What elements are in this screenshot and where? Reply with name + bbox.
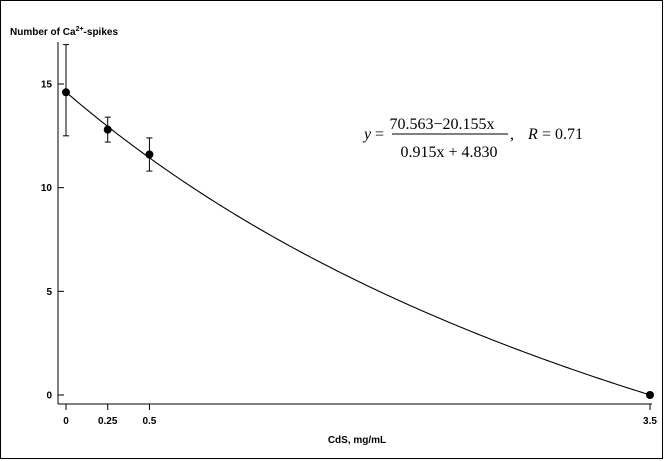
equation-r-label: R bbox=[527, 126, 538, 143]
x-tick-label: 0.5 bbox=[142, 416, 156, 427]
y-axis-label: Number of Ca2+-spikes bbox=[10, 26, 118, 38]
equation-comma: , bbox=[510, 126, 514, 143]
x-tick-label: 0.25 bbox=[98, 416, 118, 427]
data-point bbox=[646, 391, 654, 399]
data-point bbox=[103, 125, 112, 134]
fit-curve bbox=[65, 91, 651, 396]
equation-numerator: 70.563−20.155x bbox=[389, 116, 494, 133]
x-axis-label: CdS, mg/mL bbox=[328, 435, 386, 446]
data-point bbox=[145, 150, 154, 159]
y-axis-label-suffix: -spikes bbox=[84, 27, 119, 38]
equation-denominator: 0.915x + 4.830 bbox=[400, 144, 497, 161]
equation-equals: = bbox=[375, 126, 384, 143]
y-ticks: 0 5 10 15 bbox=[41, 80, 64, 402]
y-tick-label: 15 bbox=[41, 80, 53, 91]
y-tick-label: 5 bbox=[46, 287, 52, 298]
fit-equation: y = 70.563−20.155x 0.915x + 4.830 , R = … bbox=[362, 116, 583, 161]
data-point bbox=[62, 88, 70, 97]
y-tick-label: 0 bbox=[46, 391, 52, 402]
equation-lhs: y bbox=[362, 126, 372, 143]
x-ticks: 0 0.25 0.5 3.5 bbox=[63, 404, 657, 427]
x-tick-label: 3.5 bbox=[643, 416, 657, 427]
y-axis-label-sup: 2+ bbox=[76, 26, 84, 33]
y-tick-label: 10 bbox=[41, 183, 53, 194]
data-points bbox=[62, 44, 654, 399]
x-tick-label: 0 bbox=[63, 416, 69, 427]
equation-r-value: = 0.71 bbox=[542, 126, 583, 143]
